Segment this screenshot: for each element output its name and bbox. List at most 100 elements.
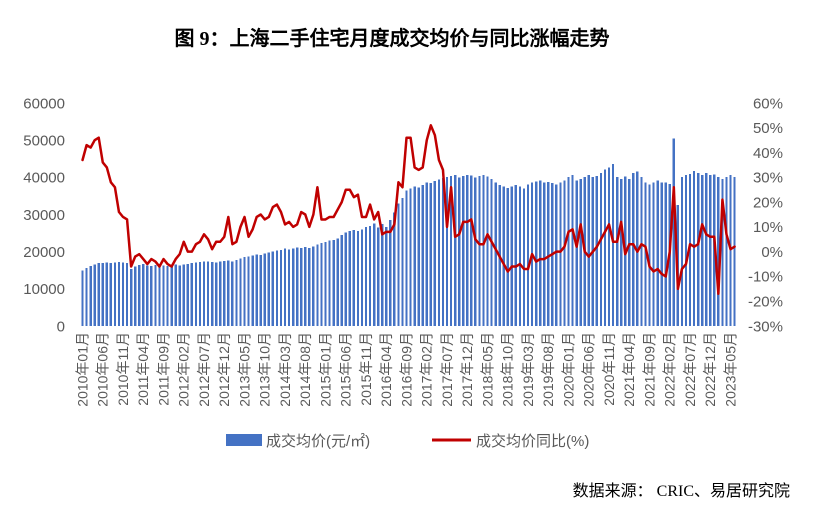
price-bar-6	[105, 262, 108, 326]
price-bar-26	[186, 263, 189, 326]
x-tick-label: 2011年09月	[155, 332, 171, 406]
price-bar-89	[441, 178, 445, 326]
price-bar-60	[324, 242, 327, 326]
price-bar-57	[312, 246, 315, 326]
price-bar-90	[445, 176, 449, 326]
x-tick-label: 2013年05月	[236, 332, 252, 407]
price-bar-28	[194, 262, 198, 326]
price-bar-43	[255, 254, 258, 326]
price-bar-66	[348, 230, 351, 326]
price-bar-123	[579, 178, 582, 326]
right-tick-label: 0%	[761, 244, 783, 261]
price-bar-79	[401, 197, 404, 326]
price-bar-58	[316, 244, 319, 326]
x-tick-label: 2018年10月	[500, 332, 516, 407]
price-bar-161	[733, 176, 736, 326]
price-bar-140	[648, 184, 651, 326]
price-bar-16	[146, 265, 149, 326]
right-tick-label: 60%	[753, 95, 783, 112]
price-bar-44	[259, 255, 262, 326]
price-bar-75	[385, 227, 388, 326]
x-tick-label: 2022年02月	[662, 332, 678, 407]
x-tick-label: 2014年08月	[297, 332, 313, 407]
price-bar-7	[109, 262, 113, 326]
x-tick-label: 2020年11月	[601, 332, 617, 406]
x-tick-label: 2022年12月	[702, 332, 718, 407]
price-bar-29	[198, 262, 202, 326]
price-bar-92	[453, 175, 457, 326]
price-bar-72	[372, 223, 376, 326]
price-bar-95	[466, 175, 469, 326]
x-tick-label: 2015年11月	[358, 332, 374, 406]
price-bar-152	[696, 173, 700, 326]
price-bar-100	[486, 176, 489, 326]
right-tick-label: -20%	[748, 293, 783, 310]
x-tick-label: 2011年04月	[135, 332, 151, 406]
x-tick-label: 2017年02月	[419, 332, 435, 407]
price-bar-42	[251, 255, 254, 326]
price-bar-41	[247, 256, 250, 326]
price-bar-31	[206, 261, 210, 326]
price-bar-117	[555, 184, 558, 326]
price-bar-53	[296, 247, 299, 326]
price-bar-10	[121, 262, 125, 326]
price-bar-55	[304, 247, 307, 326]
chart-title: 图 9：上海二手住宅月度成交均价与同比涨幅走势	[175, 26, 610, 50]
price-bar-1	[85, 268, 88, 326]
price-bar-121	[571, 175, 574, 326]
x-tick-label: 2019年03月	[520, 332, 536, 407]
price-bar-137	[636, 171, 639, 326]
price-bar-5	[101, 262, 104, 326]
price-bar-88	[437, 179, 441, 326]
price-bar-93	[458, 177, 461, 326]
price-bar-114	[543, 182, 546, 326]
x-tick-label: 2023年05月	[722, 332, 738, 407]
price-bar-25	[182, 264, 185, 326]
price-bar-2	[89, 265, 92, 326]
price-bar-77	[393, 212, 396, 326]
price-bar-153	[701, 175, 704, 326]
x-tick-label: 2016年04月	[378, 332, 394, 407]
price-bar-146	[672, 138, 675, 326]
price-bar-52	[291, 248, 295, 326]
x-tick-label: 2015年06月	[338, 332, 354, 407]
x-tick-label: 2018年05月	[479, 332, 495, 407]
price-bar-68	[356, 230, 360, 326]
x-tick-label: 2020年01月	[560, 332, 576, 407]
price-bar-139	[644, 182, 647, 326]
price-bar-141	[652, 182, 655, 326]
price-bar-11	[125, 262, 129, 326]
price-bar-56	[308, 247, 311, 326]
price-bar-122	[575, 180, 578, 326]
left-tick-label: 0	[57, 318, 65, 335]
price-bar-34	[219, 261, 222, 326]
price-bar-158	[721, 178, 724, 326]
price-bar-96	[470, 175, 473, 326]
left-tick-label: 40000	[23, 170, 65, 187]
price-bar-61	[328, 240, 331, 326]
price-bar-46	[267, 252, 270, 326]
x-tick-label: 2012年07月	[196, 332, 212, 407]
price-bar-128	[599, 173, 603, 326]
price-bar-85	[425, 182, 428, 326]
price-bar-21	[166, 266, 169, 326]
price-bar-13	[134, 266, 137, 326]
price-bar-97	[474, 177, 477, 326]
price-bar-0	[81, 270, 84, 326]
price-bar-38	[235, 259, 238, 326]
price-bar-138	[640, 176, 643, 326]
price-bar-159	[725, 176, 728, 326]
price-bar-4	[97, 263, 100, 326]
price-bar-80	[405, 190, 408, 326]
price-bar-130	[607, 167, 611, 326]
price-bar-15	[142, 263, 145, 326]
price-bar-9	[117, 262, 121, 326]
price-bar-94	[462, 175, 465, 326]
x-tick-label: 2012年02月	[176, 332, 192, 407]
price-bar-81	[409, 188, 412, 326]
price-bar-115	[547, 181, 550, 326]
x-tick-label: 2010年11月	[115, 332, 131, 406]
price-bar-76	[389, 220, 392, 326]
price-bar-149	[684, 175, 688, 326]
price-bar-62	[332, 239, 335, 326]
